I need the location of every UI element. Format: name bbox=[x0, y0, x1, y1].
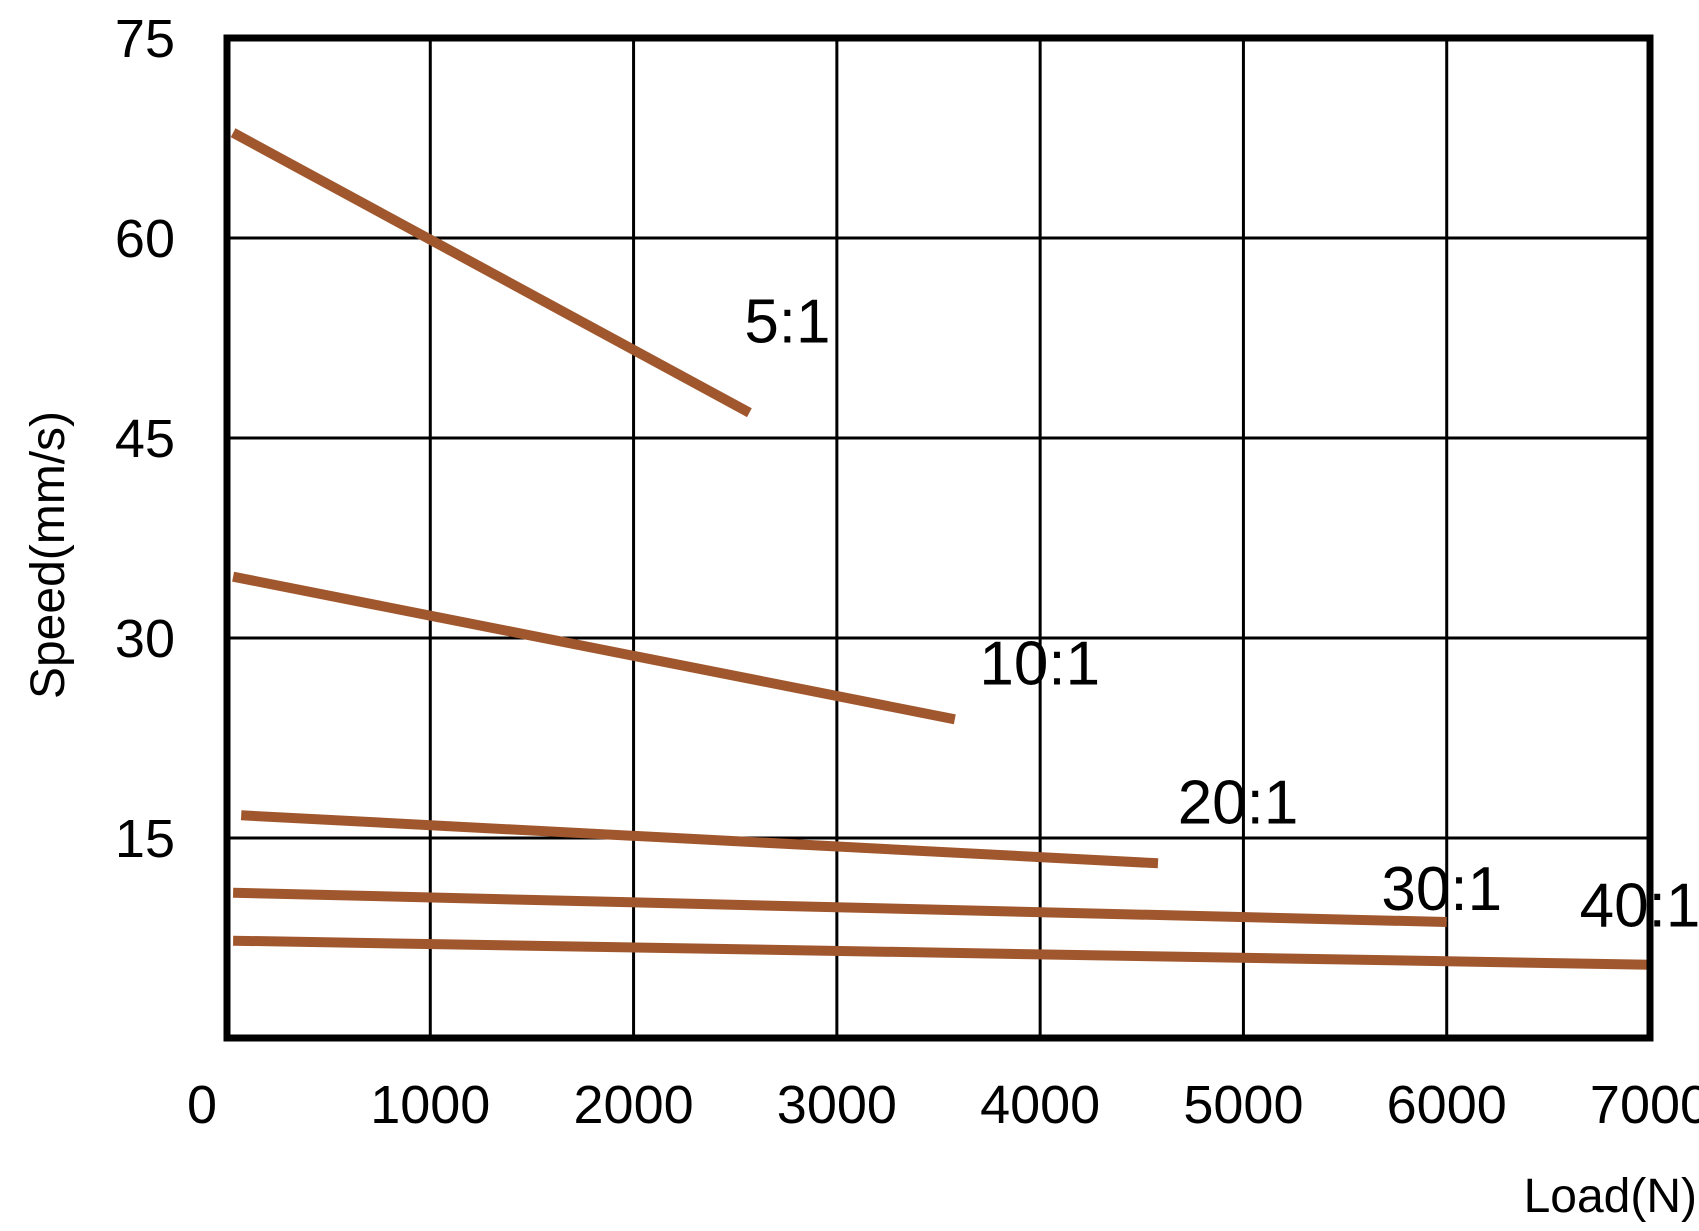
y-tick-label-60: 60 bbox=[115, 209, 175, 269]
plot-frame bbox=[223, 34, 1654, 1042]
series-lines bbox=[230, 128, 1651, 970]
series-line-10-1 bbox=[232, 571, 956, 725]
series-label-20-1: 20:1 bbox=[1178, 768, 1299, 837]
series-line-40-1 bbox=[233, 935, 1651, 970]
y-tick-label-45: 45 bbox=[115, 409, 175, 469]
series-label-30-1: 30:1 bbox=[1381, 855, 1502, 924]
grid-lines bbox=[227, 38, 1650, 1038]
x-tick-label-7000: 7000 bbox=[1590, 1075, 1699, 1135]
series-line-30-1 bbox=[232, 887, 1447, 927]
x-tick-label-0: 0 bbox=[187, 1075, 217, 1135]
y-tick-label-75: 75 bbox=[115, 9, 175, 69]
series-labels: 5:1 10:1 20:1 30:1 40:1 bbox=[744, 288, 1699, 941]
y-axis-label: Speed(mm/s) bbox=[22, 411, 75, 699]
x-tick-label-1000: 1000 bbox=[370, 1075, 490, 1135]
series-line-5-1 bbox=[230, 128, 752, 418]
tick-labels: 0 1000 2000 3000 4000 5000 6000 7000 15 30 45 60 75 bbox=[115, 9, 1699, 1135]
x-tick-label-4000: 4000 bbox=[980, 1075, 1100, 1135]
x-axis-label: Load(N) bbox=[1524, 1170, 1697, 1223]
series-label-10-1: 10:1 bbox=[979, 629, 1100, 698]
y-tick-label-30: 30 bbox=[115, 609, 175, 669]
series-line-20-1 bbox=[240, 810, 1159, 869]
y-tick-label-15: 15 bbox=[115, 809, 175, 869]
x-tick-label-3000: 3000 bbox=[777, 1075, 897, 1135]
series-label-40-1: 40:1 bbox=[1580, 872, 1699, 941]
x-tick-label-6000: 6000 bbox=[1387, 1075, 1507, 1135]
x-tick-label-2000: 2000 bbox=[574, 1075, 694, 1135]
x-tick-label-5000: 5000 bbox=[1183, 1075, 1303, 1135]
series-label-5-1: 5:1 bbox=[744, 288, 830, 357]
